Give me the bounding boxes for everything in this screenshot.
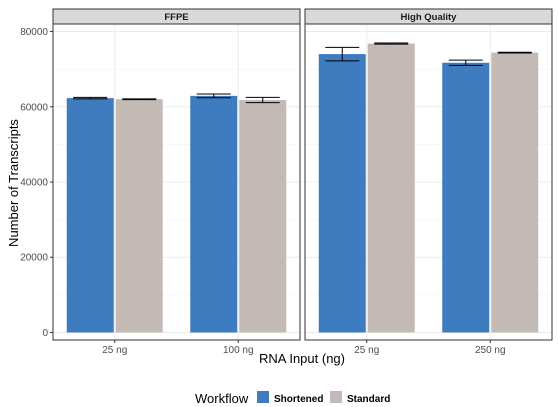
bar-shortened <box>190 95 238 333</box>
error-bar <box>122 98 157 101</box>
legend-label-standard: Standard <box>347 394 390 405</box>
x-tick-label: 100 ng <box>223 345 254 356</box>
facet-panel-0: FFPE 25 ng 100 ng <box>52 8 301 356</box>
error-bar <box>497 51 532 54</box>
bar-shortened <box>442 62 490 333</box>
error-bar <box>374 42 409 45</box>
y-tick-label: 40000 <box>20 178 48 189</box>
bar-standard <box>115 99 163 333</box>
x-tick-label: 25 ng <box>102 345 127 356</box>
y-tick-label: 60000 <box>20 102 48 113</box>
y-axis-title: Number of Transcripts <box>6 119 21 247</box>
facet-panel-1: High Quality 25 ng 250 ng <box>304 8 553 356</box>
facet-panels: FFPE 25 ng 100 ng High Quality 25 ng 250 ng <box>52 8 553 356</box>
error-bar <box>245 96 280 104</box>
x-axis-title: RNA Input (ng) <box>259 351 345 366</box>
facet-strip-label: FFPE <box>164 12 188 23</box>
error-bar <box>325 46 360 62</box>
legend-key-standard <box>330 391 342 403</box>
panel-border <box>304 23 553 341</box>
y-axis: 0 20000 40000 60000 80000 <box>20 27 53 339</box>
legend-label-shortened: Shortened <box>274 394 323 405</box>
facet-strip-label: High Quality <box>401 12 458 23</box>
error-bar <box>73 96 108 100</box>
y-tick-label: 80000 <box>20 27 48 38</box>
bar-shortened <box>318 54 366 333</box>
legend: Workflow Shortened Standard <box>195 391 390 406</box>
legend-title: Workflow <box>195 391 249 406</box>
bar-shortened <box>66 98 114 333</box>
error-bar <box>448 59 483 66</box>
y-tick-label: 0 <box>42 328 48 339</box>
legend-key-shortened <box>257 391 269 403</box>
x-tick-label: 250 ng <box>475 345 506 356</box>
bar-standard <box>367 43 415 333</box>
error-bar <box>196 93 231 99</box>
x-tick-label: 25 ng <box>354 345 379 356</box>
bar-standard <box>239 99 287 333</box>
bar-standard <box>491 52 539 333</box>
y-tick-label: 20000 <box>20 253 48 264</box>
